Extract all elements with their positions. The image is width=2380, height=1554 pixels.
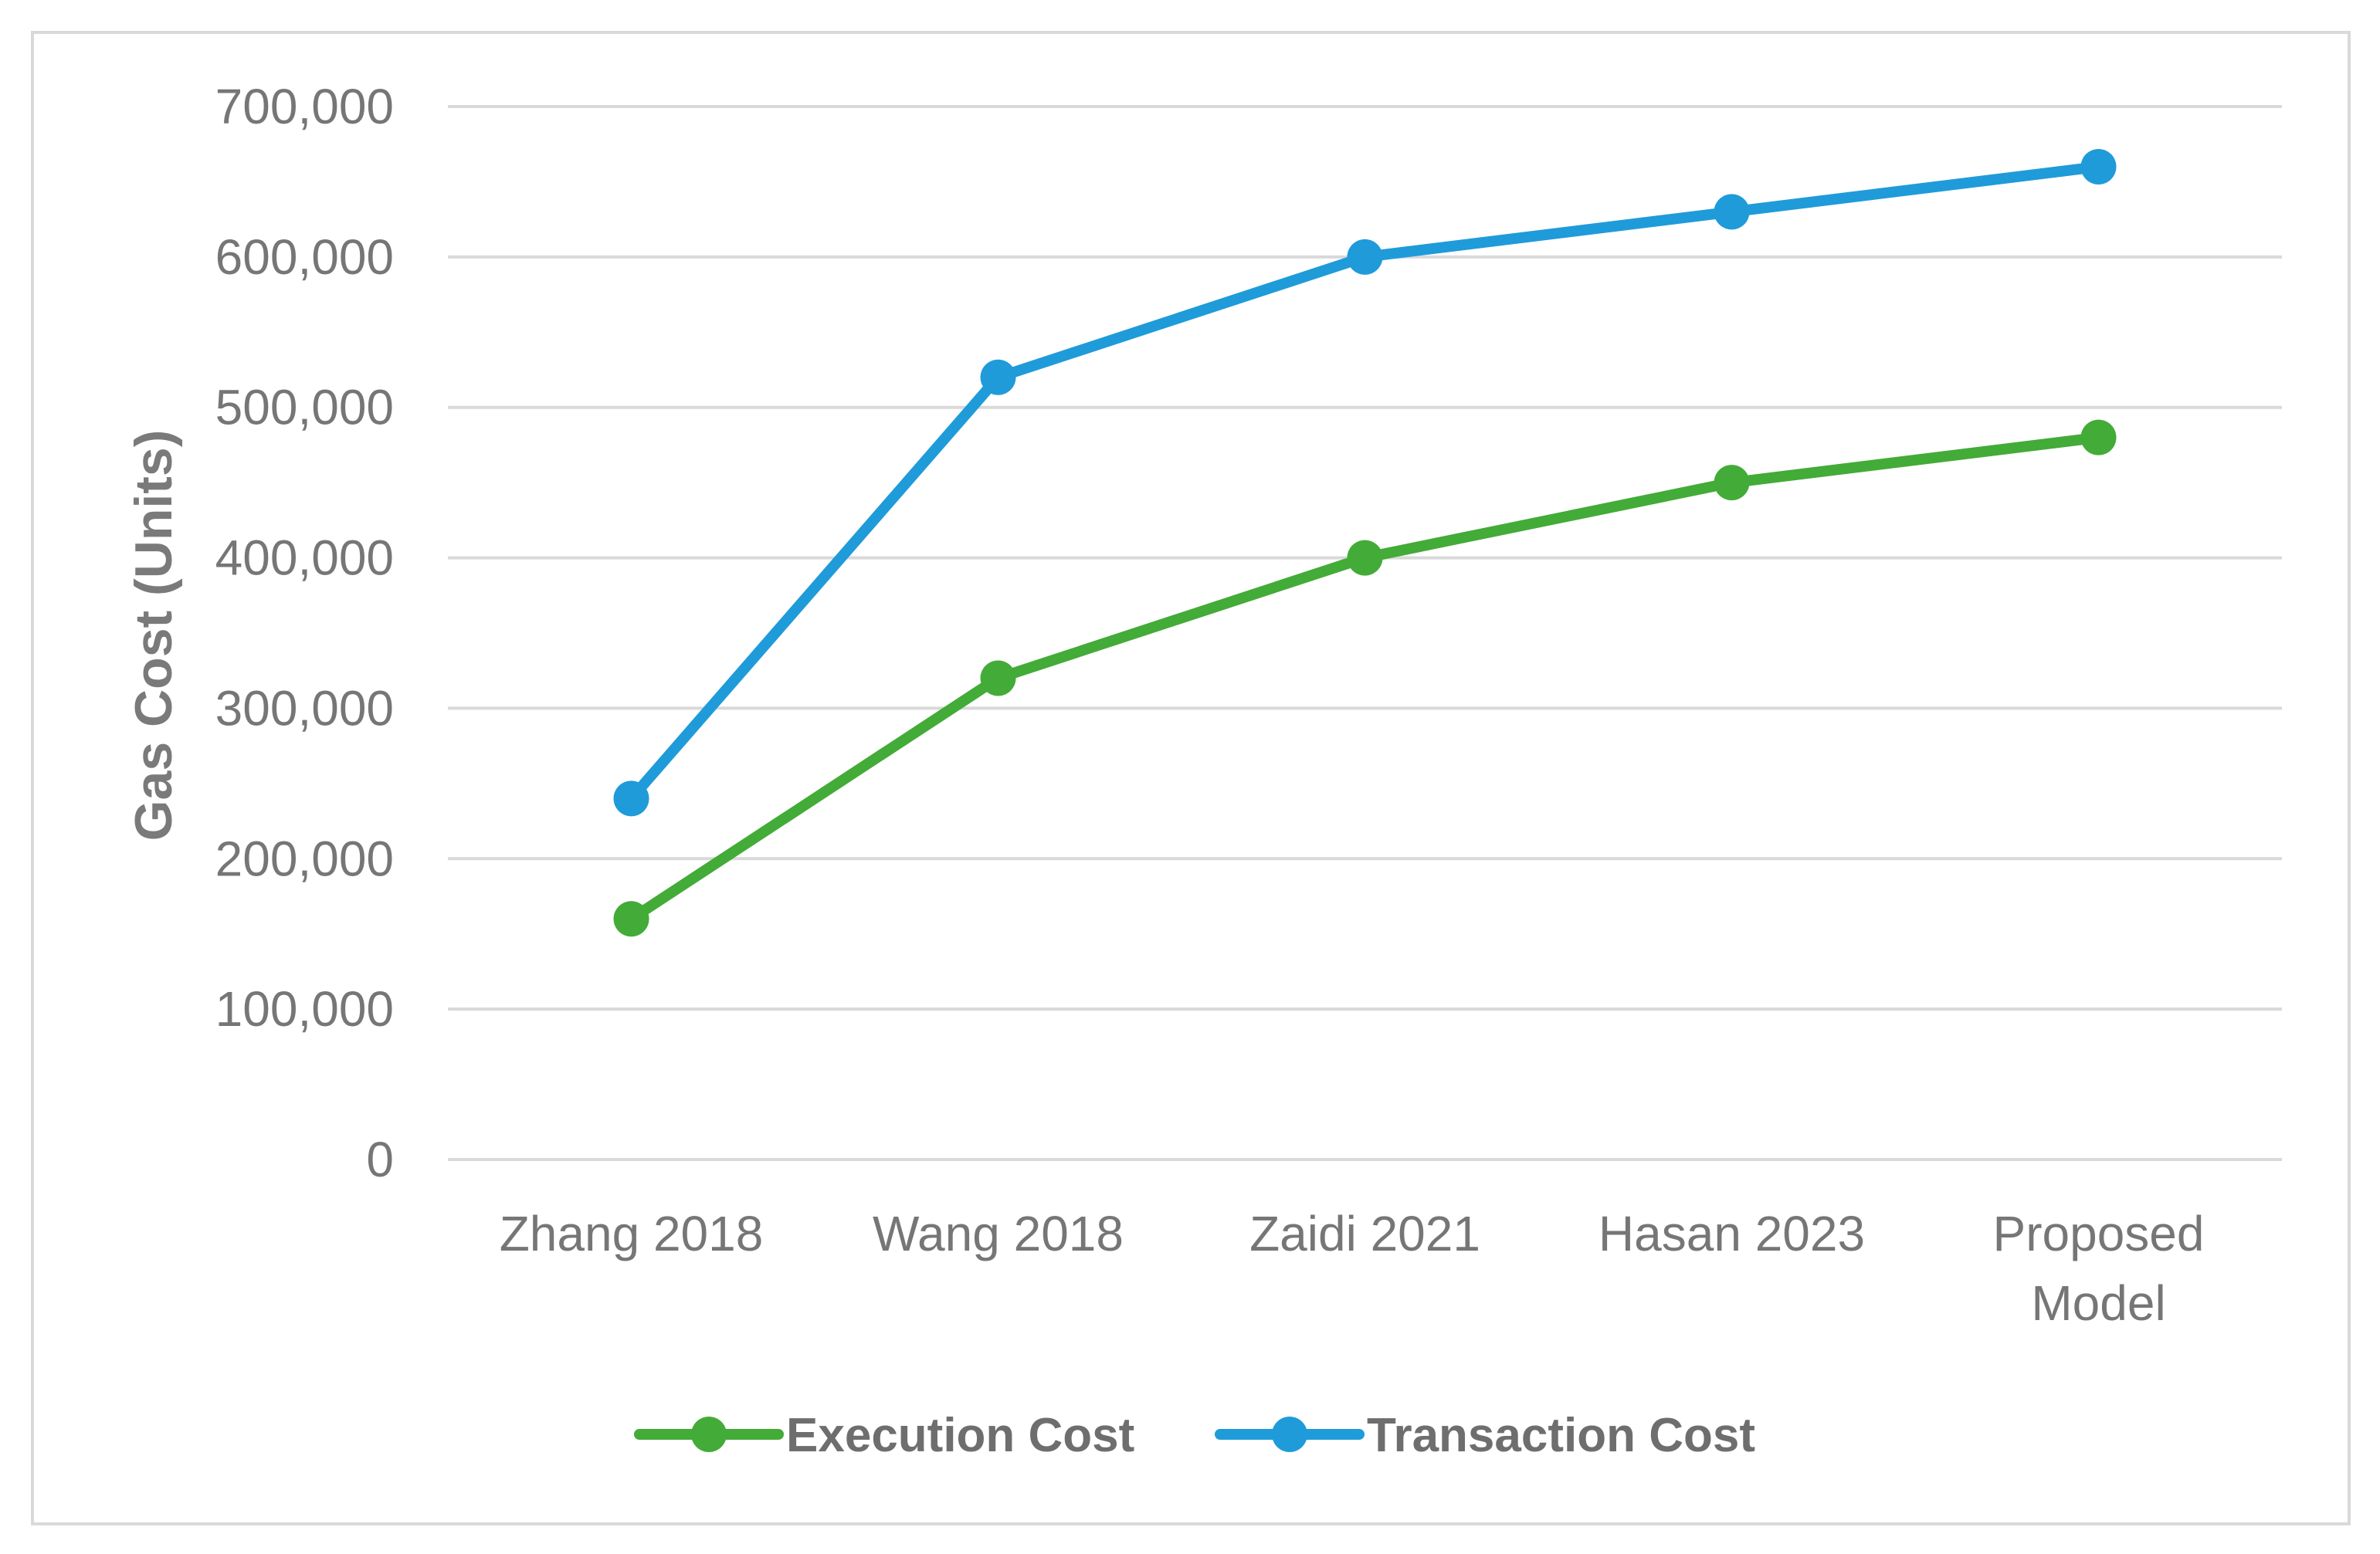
- x-axis-tick-labels: Zhang 2018 Wang 2018 Zaidi 2021 Hasan 2023 P…: [500, 1206, 2205, 1331]
- y-tick-label: 600,000: [215, 229, 394, 285]
- transaction-cost-point: [1714, 194, 1750, 230]
- x-tick-label: Wang 2018: [873, 1206, 1124, 1261]
- transaction-cost-point: [613, 780, 649, 817]
- transaction-cost-point: [2080, 148, 2117, 185]
- execution-cost-point: [980, 660, 1016, 696]
- x-tick-label: Proposed Model: [1993, 1206, 2205, 1331]
- execution-cost-point: [2080, 419, 2117, 455]
- series-lines: [613, 148, 2117, 937]
- execution-cost-line: [626, 432, 2104, 925]
- legend-execution-cost-marker: [691, 1417, 727, 1452]
- legend-execution-cost-label: Execution Cost: [786, 1409, 1134, 1462]
- x-tick-label: Zaidi 2021: [1249, 1206, 1480, 1261]
- execution-cost-point: [1347, 540, 1383, 576]
- y-axis-title: Gas Cost (Units): [124, 430, 183, 841]
- y-tick-label: 200,000: [215, 831, 394, 886]
- y-tick-label: 400,000: [215, 530, 394, 586]
- legend: Execution Cost Transaction Cost: [634, 1409, 1755, 1462]
- transaction-cost-point: [980, 359, 1016, 395]
- legend-transaction-cost-marker: [1272, 1417, 1307, 1452]
- y-tick-label: 100,000: [215, 981, 394, 1037]
- x-tick-label: Hasan 2023: [1599, 1206, 1865, 1261]
- y-tick-label: 700,000: [215, 79, 394, 134]
- execution-cost-point: [1714, 465, 1750, 501]
- y-tick-label: 500,000: [215, 380, 394, 435]
- x-tick-label: Zhang 2018: [500, 1206, 764, 1261]
- chart-frame: [31, 31, 2351, 1525]
- execution-cost-point: [613, 901, 649, 937]
- y-tick-label: 300,000: [215, 680, 394, 736]
- legend-transaction-cost-label: Transaction Cost: [1367, 1409, 1755, 1462]
- transaction-cost-point: [1347, 239, 1383, 275]
- y-tick-label: 0: [366, 1132, 394, 1187]
- y-axis-tick-labels: 0 100,000 200,000 300,000 400,000 500,000 600,…: [215, 79, 394, 1187]
